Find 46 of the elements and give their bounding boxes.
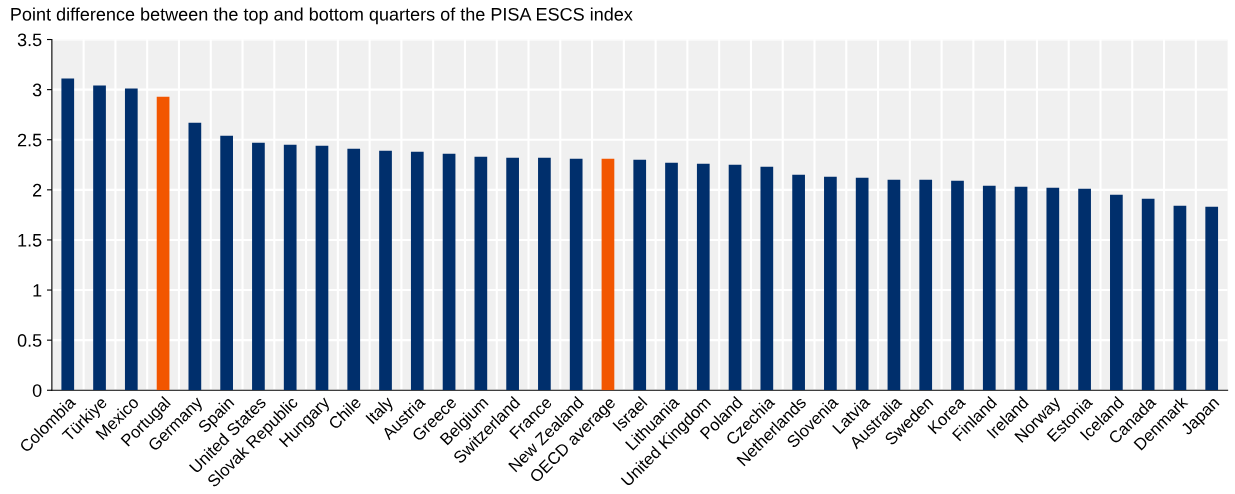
bar	[1078, 188, 1091, 391]
bar	[1141, 198, 1155, 391]
bar	[665, 162, 678, 391]
bar	[1173, 205, 1187, 391]
bar	[124, 88, 138, 391]
bar	[569, 158, 583, 391]
bar	[61, 78, 75, 391]
y-tick-label: 3	[32, 83, 42, 97]
bar	[220, 135, 233, 391]
bar	[315, 145, 329, 391]
y-tick-label: 1	[33, 284, 42, 297]
y-tick-label: 1.5	[18, 234, 42, 247]
chart-title: Point difference between the top and bottom quarters of the PISA ESCS index	[11, 7, 633, 25]
bar	[1046, 187, 1060, 391]
bar	[156, 96, 170, 391]
bar	[188, 122, 202, 391]
bar	[474, 156, 488, 391]
bar	[442, 153, 456, 391]
bar	[1205, 206, 1219, 391]
y-tick-label: 0.5	[17, 334, 42, 347]
bar	[824, 176, 837, 391]
bar	[728, 164, 742, 391]
y-tick-label: 3.5	[17, 33, 42, 47]
y-tick-label: 0	[32, 384, 42, 397]
bar	[252, 142, 265, 391]
bar	[506, 157, 519, 391]
bar	[283, 144, 297, 391]
bar	[93, 85, 106, 391]
bar	[347, 148, 361, 391]
bar	[410, 151, 424, 391]
y-tick-label: 2.5	[17, 133, 42, 147]
bar	[855, 177, 869, 391]
bar	[601, 158, 615, 391]
y-tick-label: 2	[33, 183, 42, 197]
bar	[792, 174, 805, 391]
bar	[919, 179, 933, 391]
bar	[538, 157, 551, 391]
bar	[1110, 194, 1123, 391]
bar	[1014, 186, 1028, 391]
bar	[633, 159, 647, 391]
bar	[982, 185, 996, 391]
bar	[951, 180, 964, 391]
bar	[760, 166, 774, 391]
bar	[379, 150, 392, 391]
bar	[887, 179, 901, 391]
bar	[696, 163, 710, 391]
